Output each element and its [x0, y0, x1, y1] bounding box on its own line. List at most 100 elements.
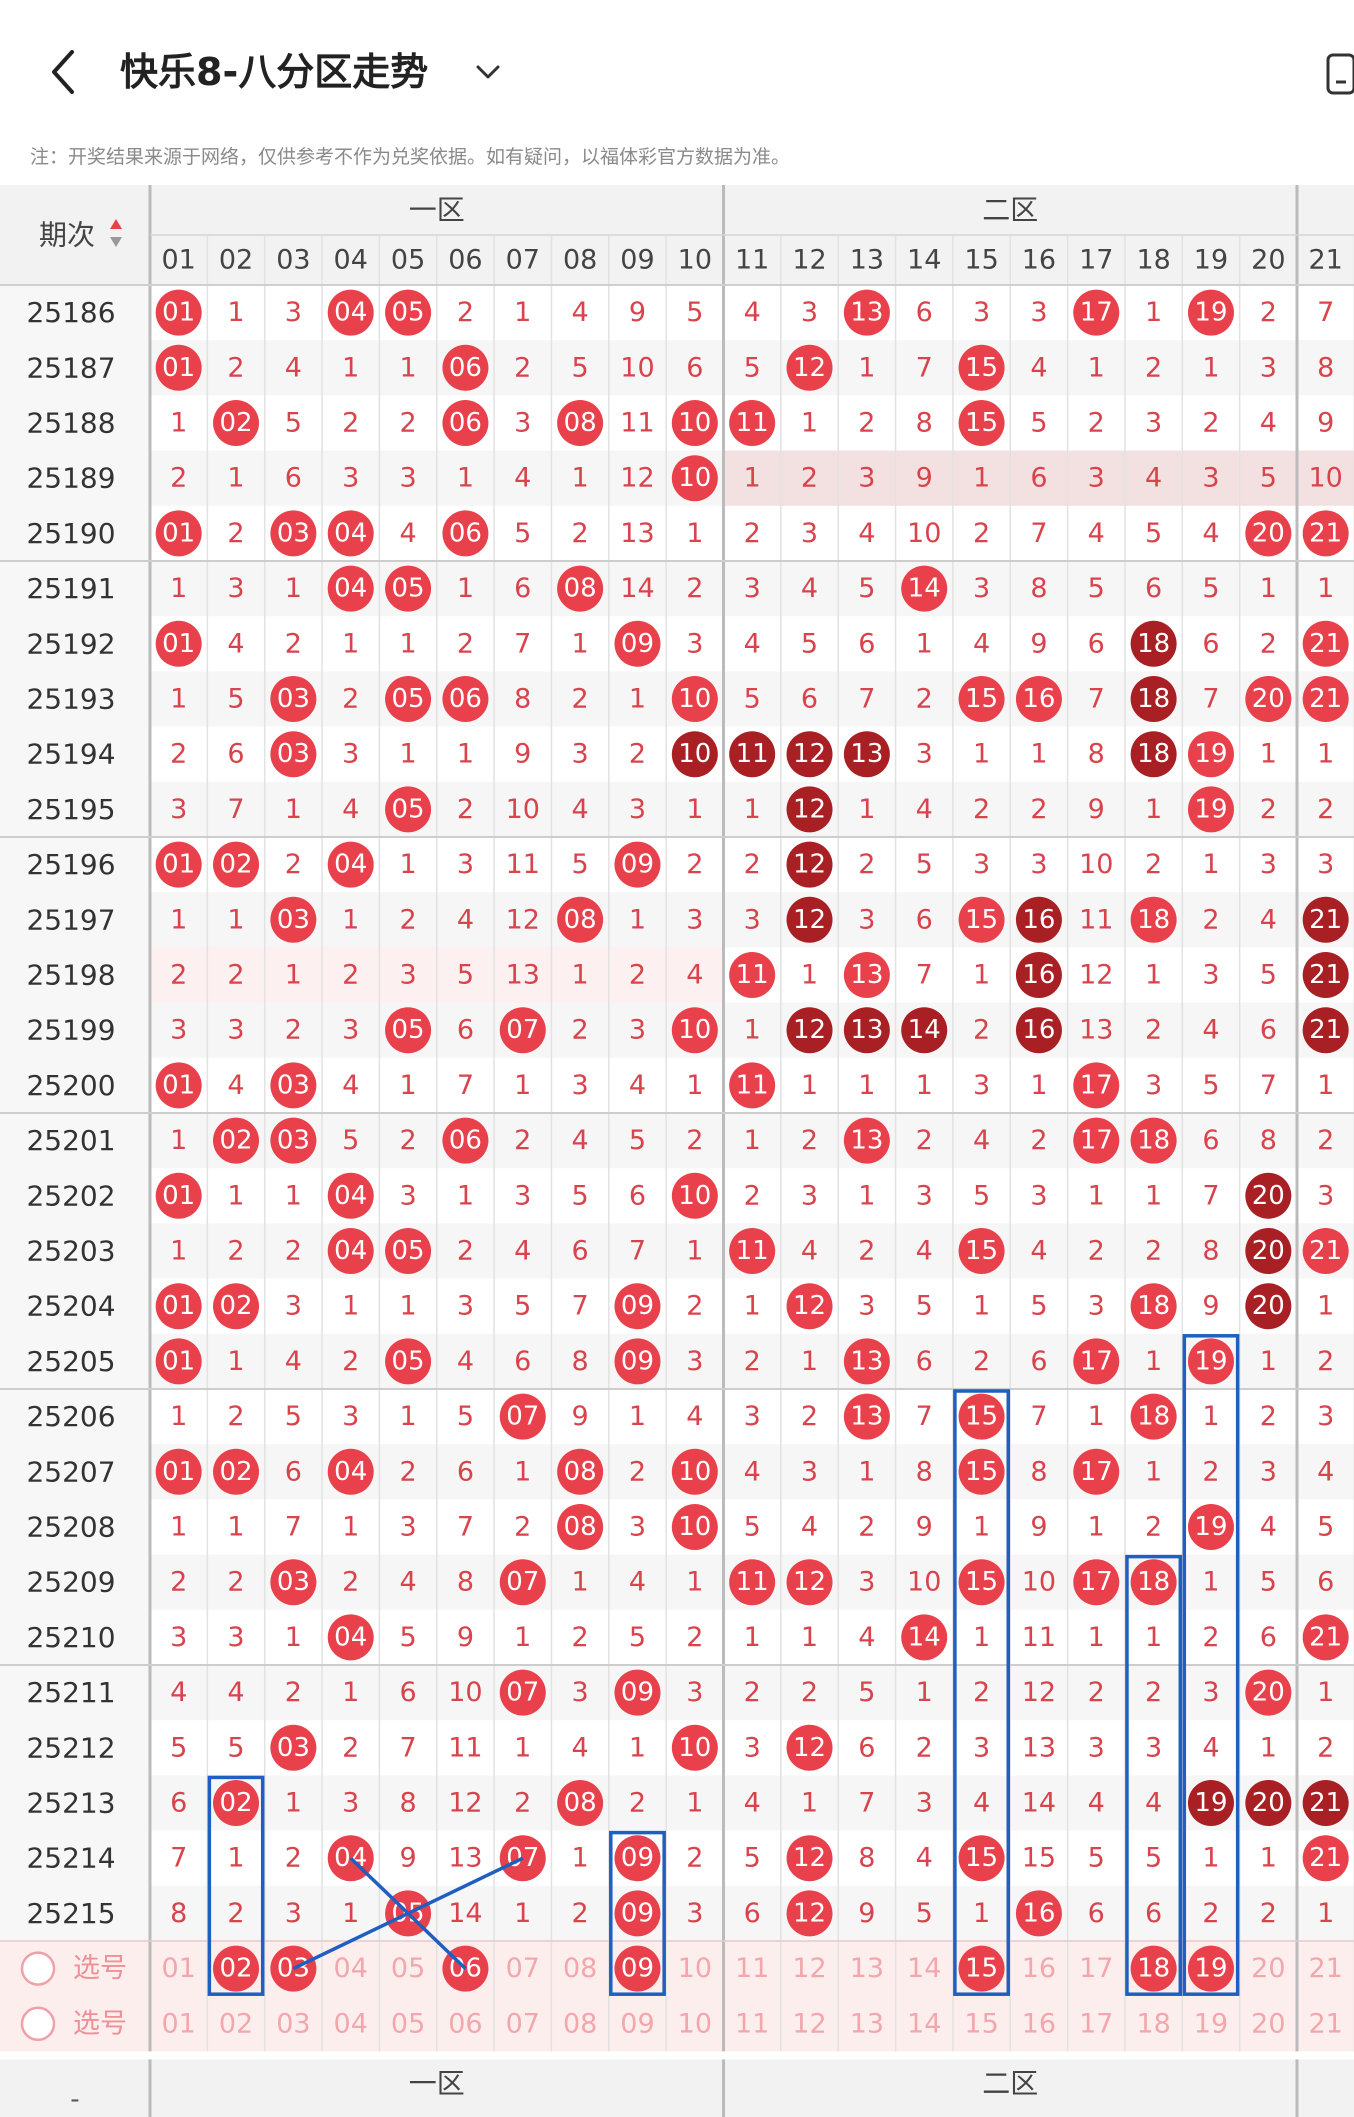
miss-count: 1: [514, 297, 531, 328]
select-radio[interactable]: [20, 1951, 56, 1986]
drawn-ball: [843, 731, 890, 778]
selected-ball[interactable]: [1130, 1945, 1177, 1992]
miss-count: 1: [457, 1180, 474, 1211]
miss-count: 3: [686, 628, 703, 659]
miss-count: 10: [620, 352, 654, 383]
drawn-ball: [270, 1724, 317, 1771]
drawn-ball: [786, 344, 833, 391]
selected-ball[interactable]: [614, 1945, 661, 1992]
page-title[interactable]: 快乐8-八分区走势: [120, 50, 429, 94]
chevron-down-icon[interactable]: [470, 54, 506, 90]
row-stripe: [150, 1885, 1354, 1941]
miss-count: 4: [1202, 1015, 1219, 1046]
drawn-ball: [1302, 1007, 1349, 1054]
row-stripe: [150, 781, 1354, 837]
miss-count: 2: [285, 1677, 302, 1708]
ball-number: 06: [449, 353, 482, 383]
miss-count: 3: [973, 297, 990, 328]
drawn-ball: [1245, 1283, 1292, 1330]
ball-number: 21: [1309, 629, 1342, 659]
ball-number: 17: [1080, 1346, 1113, 1376]
miss-count: 3: [744, 573, 761, 604]
miss-count: 1: [973, 1622, 990, 1653]
drawn-ball: [213, 841, 260, 888]
miss-count: 4: [514, 463, 531, 494]
ball-number: 03: [277, 684, 310, 714]
miss-count: 2: [744, 518, 761, 549]
miss-count: 3: [399, 463, 416, 494]
miss-count: 6: [1260, 1622, 1277, 1653]
miss-count: 3: [744, 1401, 761, 1432]
ball-number: 15: [965, 684, 998, 714]
miss-count: 1: [1088, 1622, 1105, 1653]
miss-count: 1: [1202, 352, 1219, 383]
miss-count: 2: [858, 408, 875, 439]
ball-number: 05: [392, 1346, 425, 1376]
trend-highlight-box: [953, 1389, 1011, 1996]
number-header: 21: [1308, 245, 1342, 276]
phone-icon[interactable]: [1322, 52, 1354, 96]
ball-number: 20: [1252, 1181, 1285, 1211]
drawn-ball: [729, 1062, 776, 1109]
select-number: 05: [391, 2008, 425, 2039]
chevron-left-icon[interactable]: [44, 48, 84, 96]
miss-count: 1: [399, 1291, 416, 1322]
miss-count: 2: [572, 684, 589, 715]
drawn-ball: [385, 1007, 432, 1054]
miss-count: 6: [514, 1346, 531, 1377]
drawn-ball: [671, 1724, 718, 1771]
sort-icon[interactable]: [110, 219, 122, 229]
drawn-ball: [442, 1117, 489, 1164]
ball-number: 02: [219, 408, 252, 438]
miss-count: 7: [227, 794, 244, 825]
miss-count: 5: [801, 628, 818, 659]
ball-number: 05: [392, 794, 425, 824]
miss-count: 2: [227, 1898, 244, 1929]
drawn-ball: [1187, 786, 1234, 833]
miss-count: 6: [916, 297, 933, 328]
select-number: 12: [792, 2008, 826, 2039]
ball-number: 02: [219, 1788, 252, 1818]
ball-number: 01: [162, 1070, 195, 1100]
miss-count: 2: [170, 463, 187, 494]
miss-count: 13: [448, 1843, 482, 1874]
drawn-ball: [843, 1393, 890, 1440]
ball-number: 16: [1022, 960, 1055, 990]
miss-count: 3: [744, 1732, 761, 1763]
miss-count: 1: [629, 1401, 646, 1432]
miss-count: 2: [1202, 1456, 1219, 1487]
ball-number: 05: [392, 1015, 425, 1045]
drawn-ball: [1073, 1338, 1120, 1385]
miss-count: 1: [1202, 1401, 1219, 1432]
miss-count: 1: [1145, 1180, 1162, 1211]
selected-ball[interactable]: [1187, 1945, 1234, 1992]
drawn-ball: [327, 1172, 374, 1219]
miss-count: 2: [399, 1125, 416, 1156]
selected-number: 19: [1194, 1954, 1227, 1984]
selected-ball[interactable]: [958, 1945, 1005, 1992]
miss-count: 10: [506, 794, 540, 825]
select-radio[interactable]: [20, 2006, 56, 2042]
ball-number: 18: [1137, 739, 1170, 769]
ball-number: 08: [564, 1788, 597, 1818]
select-number: 13: [850, 2008, 884, 2039]
miss-count: 2: [457, 297, 474, 328]
ball-number: 21: [1309, 1015, 1342, 1045]
miss-count: 1: [514, 1898, 531, 1929]
drawn-ball: [270, 731, 317, 778]
ball-number: 10: [678, 739, 711, 769]
miss-count: 4: [629, 1070, 646, 1101]
miss-count: 2: [227, 1567, 244, 1598]
selected-ball[interactable]: [213, 1945, 260, 1992]
drawn-ball: [614, 1338, 661, 1385]
miss-count: 4: [973, 1125, 990, 1156]
drawn-ball: [1130, 1393, 1177, 1440]
miss-count: 1: [170, 1125, 187, 1156]
miss-count: 11: [620, 408, 654, 439]
miss-count: 7: [1202, 684, 1219, 715]
miss-count: 2: [744, 1346, 761, 1377]
miss-count: 10: [1308, 463, 1342, 494]
drawn-ball: [1130, 676, 1177, 722]
ball-number: 05: [392, 684, 425, 714]
select-number: 14: [907, 1953, 941, 1984]
